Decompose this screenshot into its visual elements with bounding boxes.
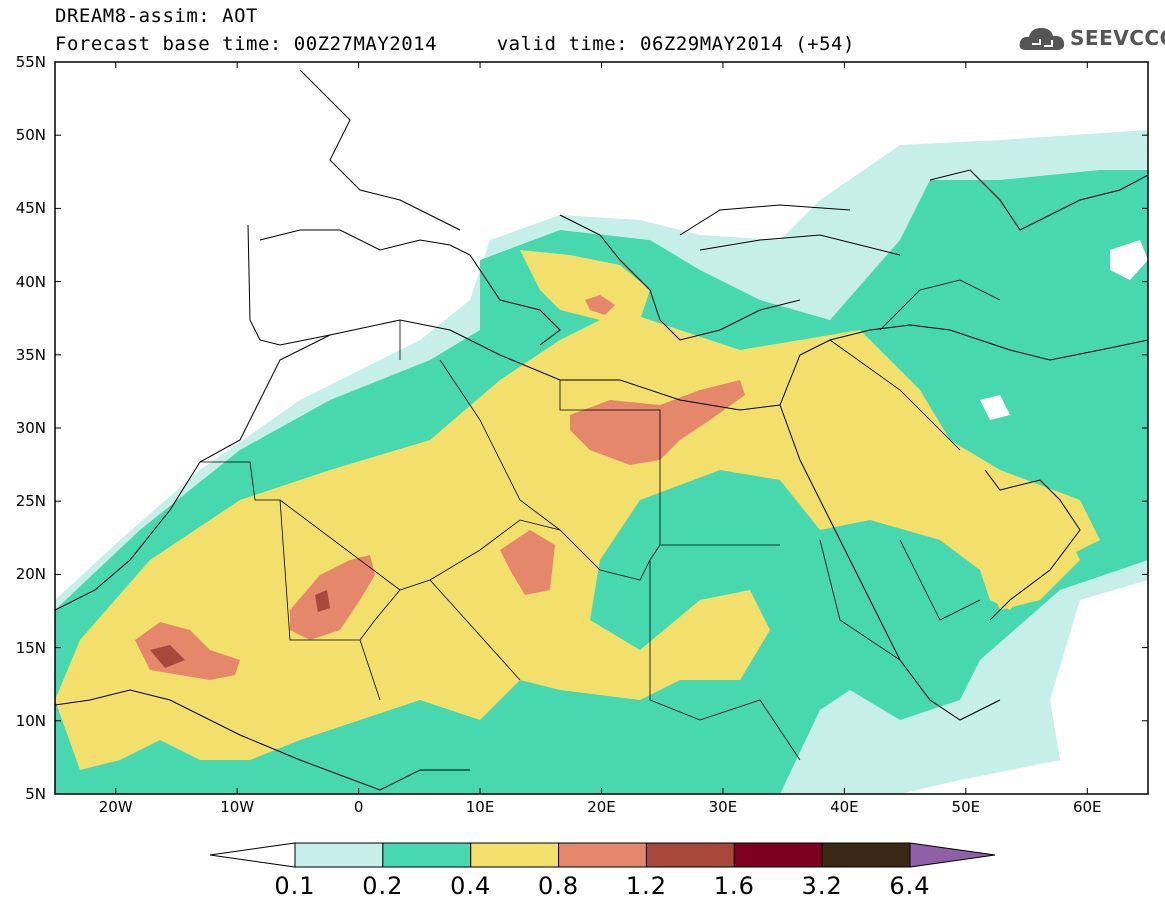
colorbar-label: 1.2 <box>625 872 667 900</box>
lon-label: 10E <box>465 798 495 816</box>
cloud-icon <box>1019 28 1065 50</box>
colorbar-swatch-over <box>909 842 996 868</box>
aot-contour-0.8-mali <box>290 555 375 640</box>
coastlines <box>55 69 1148 791</box>
lon-label: 40E <box>830 798 859 816</box>
aot-contour-1.2-senegal <box>150 645 185 668</box>
aot-contour-0.8-greece <box>585 295 615 315</box>
colorbar-swatch <box>558 842 647 868</box>
axis-ticks <box>55 61 1148 795</box>
aot-contour-0.8-senegal <box>135 622 240 680</box>
lat-label: 25N <box>15 492 46 511</box>
colorbar-swatch <box>733 842 823 868</box>
colorbar-label: 1.6 <box>713 872 755 900</box>
aot-contour-0.8-chad <box>500 530 555 595</box>
lon-label: 0 <box>353 798 364 816</box>
colorbar-swatch <box>821 842 911 868</box>
lat-label: 10N <box>15 711 46 730</box>
lon-label: 30E <box>708 798 738 816</box>
chart-subtitle: Forecast base time: 00Z27MAY2014 valid t… <box>55 33 855 55</box>
aot-contour-1.2-mali <box>315 590 330 612</box>
lon-label: 50E <box>951 798 981 816</box>
lat-label: 20N <box>15 565 46 584</box>
colorbar-swatch <box>382 842 472 868</box>
colorbar-label: 0.4 <box>450 872 492 900</box>
lat-label: 45N <box>15 199 46 218</box>
lat-label: 35N <box>15 345 46 364</box>
lat-label: 50N <box>15 126 46 145</box>
aot-hole-arabia <box>980 395 1010 420</box>
lon-label: 10W <box>220 798 255 816</box>
colorbar-swatch <box>470 842 560 868</box>
seevccc-logo: SEEVCCC <box>1018 22 1165 56</box>
lon-label: 60E <box>1072 798 1102 816</box>
lon-label: 20E <box>587 798 616 816</box>
colorbar-label: 3.2 <box>801 872 843 900</box>
colorbar-swatch <box>294 842 384 868</box>
lon-label: 20W <box>98 798 133 816</box>
colorbar-label: 6.4 <box>889 872 931 900</box>
chart-title: DREAM8-assim: AOT <box>55 5 258 27</box>
aot-contour-0.4-balkans <box>520 250 650 320</box>
colorbar-swatch-under <box>209 842 296 868</box>
country-borders <box>200 279 1001 761</box>
aot-contour-0.4 <box>55 310 1100 770</box>
colorbar-label: 0.2 <box>362 872 404 900</box>
aot-contour-0.8-libya <box>570 380 745 465</box>
colorbar <box>209 842 996 868</box>
colorbar-label: 0.8 <box>537 872 580 900</box>
lat-label: 15N <box>15 638 46 657</box>
colorbar-label: 0.1 <box>274 872 316 900</box>
lat-label: 30N <box>15 419 46 437</box>
lat-label: 40N <box>15 272 46 291</box>
aot-hole-iran <box>1110 240 1148 280</box>
aot-contour-0.4-oman <box>980 520 1080 610</box>
lat-label: 55N <box>15 53 46 71</box>
colorbar-swatch <box>645 842 735 868</box>
aot-fields <box>55 62 1148 794</box>
lat-label: 5N <box>25 785 46 803</box>
logo-text: SEEVCCC <box>1070 26 1165 50</box>
